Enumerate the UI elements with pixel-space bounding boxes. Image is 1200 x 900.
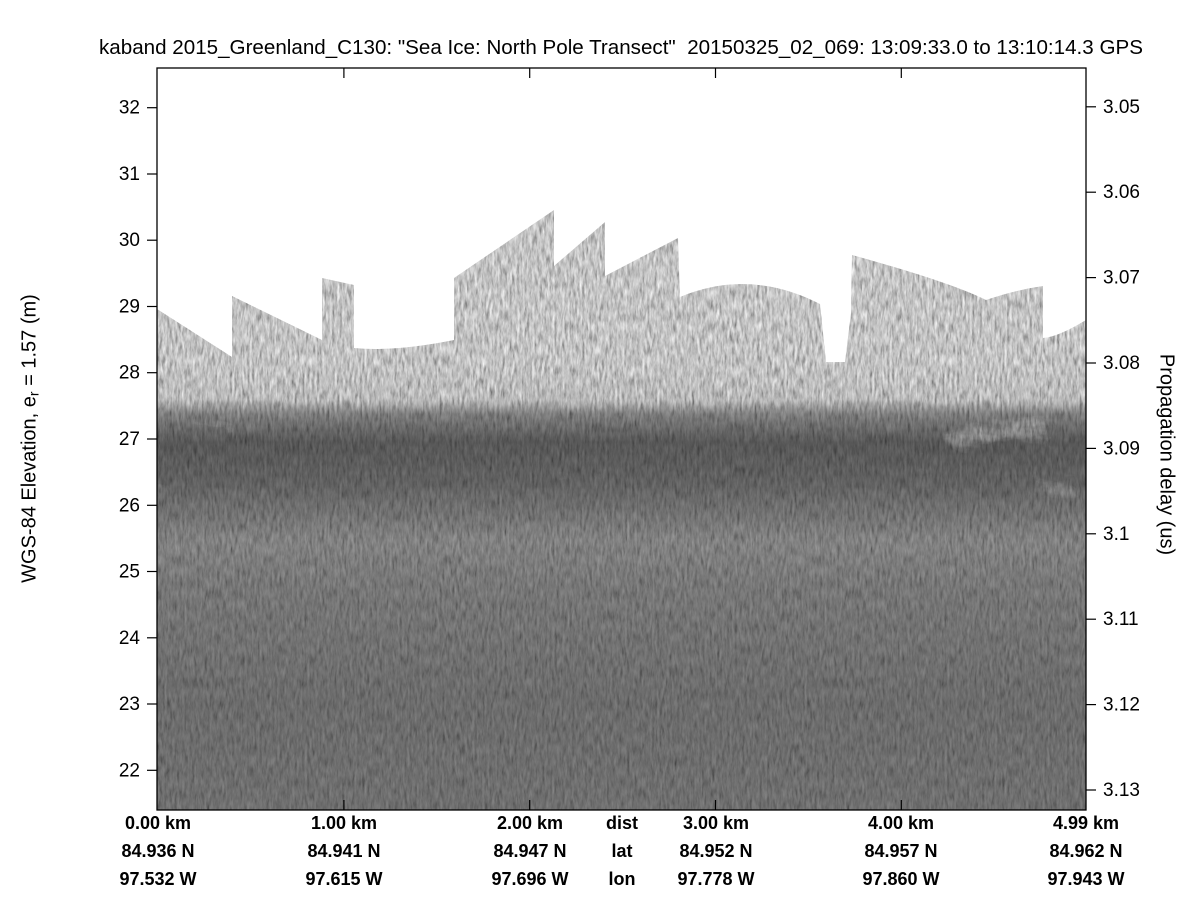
svg-text:31: 31 (119, 164, 140, 185)
svg-text:3.05: 3.05 (1103, 97, 1140, 118)
svg-text:30: 30 (119, 230, 140, 251)
svg-text:3.08: 3.08 (1103, 353, 1140, 374)
svg-text:3.13: 3.13 (1103, 780, 1140, 801)
svg-text:3.07: 3.07 (1103, 268, 1140, 289)
svg-text:32: 32 (119, 98, 140, 119)
svg-text:24: 24 (119, 628, 141, 649)
svg-text:29: 29 (119, 297, 140, 318)
svg-text:3.11: 3.11 (1103, 609, 1139, 630)
svg-text:27: 27 (119, 429, 140, 450)
svg-text:3.06: 3.06 (1103, 182, 1140, 203)
svg-text:25: 25 (119, 562, 140, 583)
svg-text:3.12: 3.12 (1103, 695, 1140, 716)
svg-text:23: 23 (119, 694, 140, 715)
svg-text:22: 22 (119, 760, 140, 781)
svg-text:28: 28 (119, 363, 140, 384)
svg-text:3.1: 3.1 (1103, 524, 1129, 545)
svg-text:3.09: 3.09 (1103, 438, 1140, 459)
svg-text:26: 26 (119, 495, 140, 516)
